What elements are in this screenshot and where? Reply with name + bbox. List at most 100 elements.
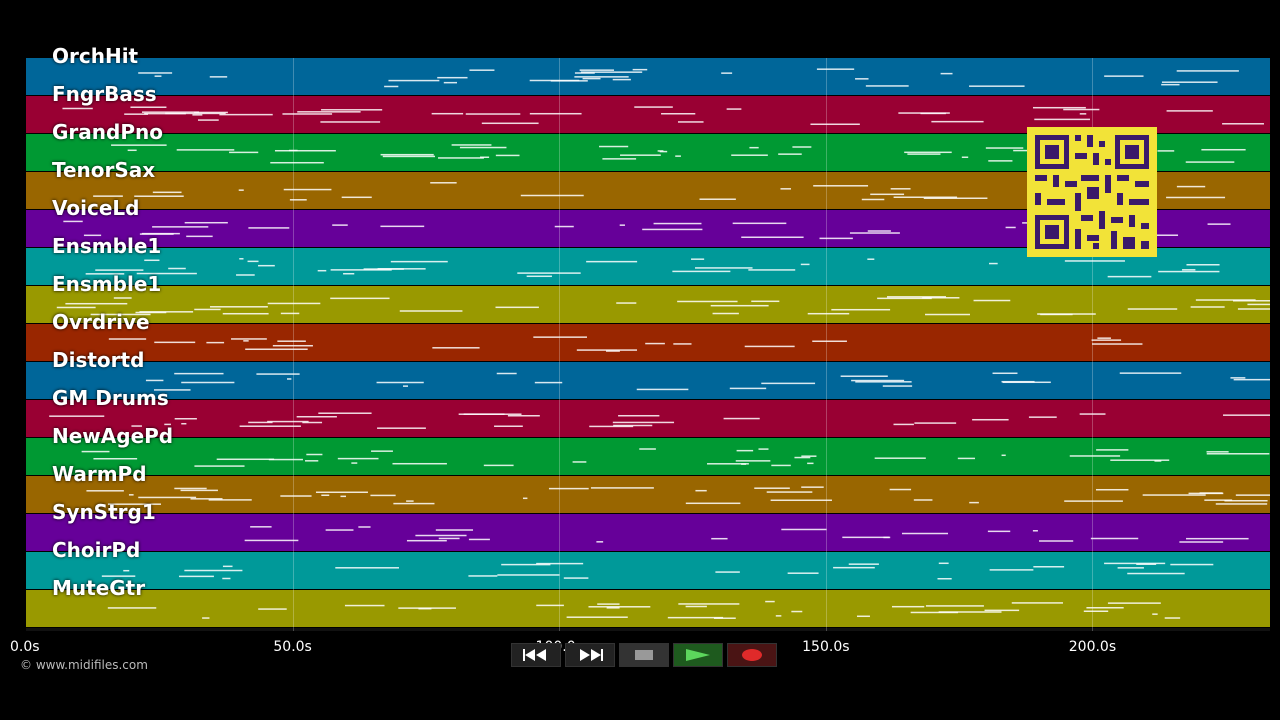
note — [1223, 414, 1270, 416]
note — [989, 569, 1034, 571]
grid-line — [825, 58, 827, 631]
note — [865, 85, 909, 87]
note — [236, 274, 255, 276]
note — [1142, 494, 1206, 496]
track-row[interactable]: WarmPd — [26, 462, 1270, 514]
note — [406, 500, 414, 502]
note — [1127, 572, 1185, 575]
note — [613, 424, 653, 427]
note — [101, 575, 136, 577]
note — [370, 494, 396, 497]
fast-forward-button[interactable] — [565, 643, 615, 667]
note — [1034, 118, 1091, 121]
note — [1154, 460, 1162, 462]
note — [496, 372, 517, 375]
track-row[interactable]: Distortd — [26, 348, 1270, 400]
note — [819, 237, 853, 240]
note — [113, 297, 132, 299]
note — [1166, 110, 1213, 112]
note — [566, 616, 628, 618]
note — [83, 234, 102, 237]
note — [1032, 530, 1038, 532]
note — [851, 379, 905, 382]
note — [1032, 106, 1086, 109]
note — [642, 228, 703, 231]
note — [937, 577, 952, 580]
note — [154, 341, 196, 344]
note — [495, 306, 539, 309]
track-row[interactable]: Ensmble1 — [26, 272, 1270, 324]
note — [138, 72, 173, 74]
note — [1097, 337, 1111, 339]
note — [250, 526, 272, 528]
note-marks — [62, 106, 1264, 126]
note — [144, 259, 160, 262]
note — [274, 149, 336, 152]
note — [792, 146, 812, 148]
track-row[interactable]: GM Drums — [26, 386, 1270, 438]
note — [1237, 308, 1270, 310]
note — [810, 123, 860, 126]
track-row[interactable]: ChoirPd — [26, 538, 1270, 590]
note — [731, 154, 768, 156]
note — [677, 121, 704, 123]
track-row[interactable]: NewAgePd — [26, 424, 1270, 476]
note — [239, 425, 301, 427]
note — [1028, 416, 1057, 418]
note — [399, 310, 463, 312]
note — [337, 457, 379, 460]
note — [194, 111, 228, 114]
note — [605, 350, 620, 352]
note — [330, 269, 392, 271]
record-icon — [742, 649, 762, 661]
note — [194, 308, 221, 311]
note — [296, 415, 337, 418]
track-row[interactable]: Ovrdrive — [26, 310, 1270, 362]
track-row[interactable]: MuteGtr — [26, 576, 1270, 628]
track-row[interactable]: OrchHit — [26, 44, 1270, 96]
note — [152, 191, 182, 194]
note — [877, 297, 932, 300]
note-marks — [108, 336, 1143, 352]
note — [49, 415, 105, 417]
note — [634, 106, 673, 108]
stop-button[interactable] — [619, 643, 669, 667]
note — [267, 302, 321, 305]
note — [612, 78, 631, 81]
note — [1164, 617, 1181, 619]
rewind-icon — [523, 649, 546, 661]
note — [721, 72, 733, 74]
note — [1215, 503, 1268, 505]
note — [258, 608, 287, 610]
track-row[interactable]: SynStrg1 — [26, 500, 1270, 552]
record-button[interactable] — [727, 643, 777, 667]
note — [590, 487, 654, 489]
note — [856, 615, 870, 618]
note — [107, 503, 161, 505]
note — [849, 232, 900, 234]
note — [277, 340, 306, 342]
play-button[interactable] — [673, 643, 723, 667]
note — [123, 569, 130, 572]
note — [1186, 537, 1249, 540]
note — [1011, 602, 1063, 604]
note — [1104, 562, 1166, 565]
note — [923, 197, 988, 200]
note — [480, 156, 490, 158]
rewind-button[interactable] — [511, 643, 561, 667]
note — [238, 189, 244, 191]
tick-label: 50.0s — [273, 639, 312, 655]
note — [1104, 75, 1144, 77]
note — [248, 227, 290, 229]
note — [1161, 83, 1180, 86]
note — [507, 415, 540, 417]
note — [289, 199, 307, 201]
note — [766, 491, 813, 493]
note — [653, 222, 702, 225]
note — [833, 566, 875, 569]
note — [194, 465, 245, 467]
note — [867, 230, 891, 232]
note — [229, 151, 259, 154]
note — [315, 491, 368, 494]
note — [597, 603, 620, 605]
